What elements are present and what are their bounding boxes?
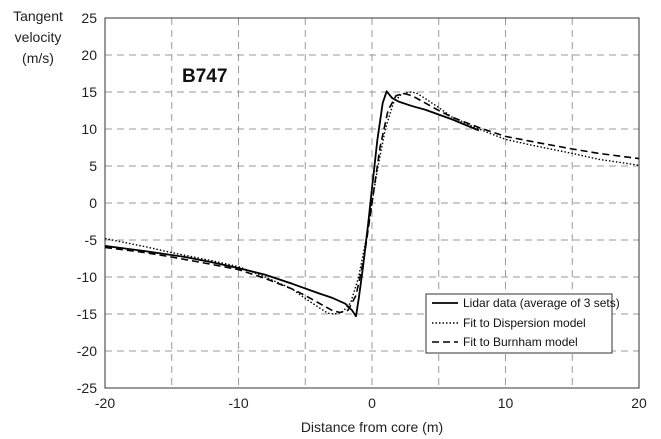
- legend-label-dispersion: Fit to Dispersion model: [463, 316, 586, 330]
- y-tick-label: 15: [81, 84, 97, 100]
- x-tick-label: 0: [368, 395, 376, 411]
- y-tick-label: -10: [77, 269, 97, 285]
- series-line-solid: [104, 90, 480, 318]
- series-layer: [104, 90, 640, 318]
- legend-label-burnham: Fit to Burnham model: [463, 335, 578, 349]
- y-axis-label-line-1: Tangent: [13, 8, 63, 24]
- series-line-dotted: [104, 91, 640, 315]
- y-tick-label: 25: [81, 10, 97, 26]
- y-tick-label: 20: [81, 47, 97, 63]
- y-axis-label-line-2: velocity: [15, 29, 62, 45]
- x-tick-label: -10: [228, 395, 248, 411]
- y-tick-label: -5: [85, 232, 98, 248]
- legend-label-lidar: Lidar data (average of 3 sets): [463, 296, 620, 310]
- y-tick-label: 0: [89, 195, 97, 211]
- x-tick-label: 10: [498, 395, 514, 411]
- plot-frame: [104, 17, 640, 389]
- y-tick-label: 10: [81, 121, 97, 137]
- y-tick-label: -15: [77, 306, 97, 322]
- chart-annotation: B747: [182, 66, 227, 87]
- y-tick-label: -20: [77, 343, 97, 359]
- legend: Lidar data (average of 3 sets) Fit to Di…: [425, 293, 620, 354]
- y-tick-label: 5: [89, 158, 97, 174]
- x-axis-label: Distance from core (m): [301, 419, 443, 435]
- y-axis-label-line-3: (m/s): [22, 50, 54, 66]
- x-tick-label: 20: [631, 395, 647, 411]
- series-line-dashed: [104, 92, 640, 314]
- x-tick-label: -20: [95, 395, 115, 411]
- y-tick-label: -25: [77, 380, 97, 396]
